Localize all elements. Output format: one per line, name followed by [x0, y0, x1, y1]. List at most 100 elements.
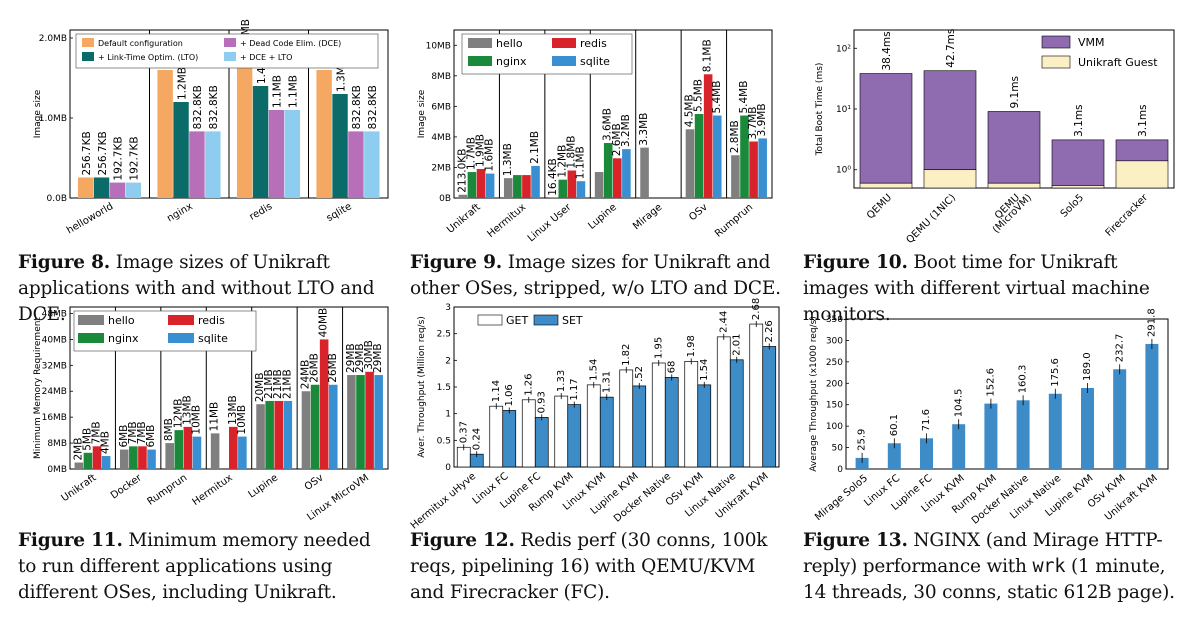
y-axis-label: Aver. Throughput (Million req/s)	[417, 316, 427, 458]
bar	[619, 369, 634, 468]
bar	[301, 391, 311, 469]
bar	[485, 173, 495, 198]
bar	[984, 403, 998, 469]
figure-8-svg: 0.0B 1.0MB 2.0MB Image size 256.7KB 256.7KB 19…	[33, 19, 389, 236]
data-label: 71.6	[921, 409, 932, 431]
data-label: 1.2MB	[556, 145, 568, 178]
data-label: 152.6	[986, 368, 997, 397]
bar	[731, 155, 740, 198]
data-label: 2.8MB	[729, 120, 741, 153]
bar	[859, 182, 913, 189]
y-axis-label: Average Throughput (x1000 req/s)	[809, 316, 819, 472]
legend-box	[73, 310, 257, 352]
y-tick-label: 0	[445, 463, 451, 473]
y-tick-label: 8MB	[47, 439, 67, 449]
data-label: 832.8KB	[367, 85, 379, 129]
data-label: 29MB	[345, 343, 357, 373]
x-tick-label: Solo5	[1059, 192, 1086, 219]
data-label: 104.5	[953, 389, 964, 418]
y-tick-label: 0B	[439, 194, 451, 204]
data-label: 1.31	[601, 371, 612, 393]
bar	[129, 446, 138, 469]
bar	[192, 436, 202, 469]
y-tick-label: 0.5	[437, 436, 451, 446]
data-label: 1.9MB	[475, 134, 487, 167]
y-tick-label: 0MB	[47, 465, 67, 475]
data-label: 832.8KB	[192, 85, 204, 129]
data-label: 8.1MB	[702, 39, 714, 72]
data-label: 1.8MB	[565, 136, 577, 169]
x-tick-label: OSv	[303, 472, 326, 493]
bar	[855, 457, 869, 469]
figure-13-svg: 0 50 100 150 200 250 300 350 Average Throughput …	[809, 308, 1169, 527]
bar	[83, 452, 93, 469]
bar	[923, 169, 977, 189]
bar	[119, 449, 129, 469]
bar	[920, 438, 933, 469]
data-label: 832.8KB	[351, 85, 363, 129]
legend-label: nginx	[108, 332, 139, 345]
data-label: 21MB	[281, 369, 293, 399]
figure-10-caption: Figure 10. Boot time for Unikraft images…	[803, 250, 1183, 328]
data-label: 3.2MB	[620, 114, 632, 147]
bar	[283, 400, 293, 469]
legend-label: redis	[580, 37, 607, 50]
data-label: 16.4KB	[547, 158, 559, 195]
caption-text: Minimum memory needed to run different a…	[18, 530, 371, 603]
x-tick-label: Rumprun	[713, 202, 755, 240]
data-label: 10MB	[190, 405, 202, 435]
bar	[236, 54, 253, 198]
y-tick-label: 1.5	[437, 383, 451, 393]
bar	[205, 131, 221, 198]
bar	[138, 446, 147, 469]
legend-label: nginx	[496, 55, 527, 68]
x-tick-label: Lupine	[586, 202, 619, 232]
data-label: 6MB	[118, 425, 130, 448]
y-tick-label: 0	[837, 465, 843, 475]
data-label: 13MB	[181, 395, 193, 425]
y-axis-label: Image size	[33, 89, 43, 138]
data-label: 2MB	[72, 438, 84, 461]
data-label: 2.01	[731, 334, 742, 356]
data-label: 189.0	[1082, 352, 1093, 381]
legend-label: GET	[506, 314, 528, 327]
data-label: 7MB	[91, 421, 103, 444]
caption-label: Figure 12.	[410, 530, 515, 551]
caption-label: Figure 11.	[18, 530, 123, 551]
legend-swatch	[468, 38, 492, 48]
bar	[729, 359, 744, 468]
legend-swatch	[552, 56, 576, 66]
bar	[1051, 139, 1105, 186]
bar	[613, 158, 622, 198]
y-tick-label: 2.0MB	[39, 34, 67, 44]
bar	[173, 102, 189, 198]
data-label: 26MB	[327, 353, 339, 383]
figure-13-chart: 0 50 100 150 200 250 300 350 Average Throughput …	[802, 305, 1182, 527]
y-tick-label: 40MB	[42, 335, 67, 345]
bar	[93, 177, 110, 198]
bar	[603, 143, 613, 198]
data-label: 3.9MB	[756, 103, 768, 136]
bar	[316, 70, 332, 198]
data-label: 21MB	[272, 369, 284, 399]
data-label: 5.5MB	[693, 79, 705, 112]
figure-9-svg: 0B 2MB 4MB 6MB 8MB 10MB Image size 213.0KB1.7MB…	[417, 29, 773, 244]
bar	[1113, 369, 1127, 469]
data-label: 832.8KB	[208, 85, 220, 129]
bar	[694, 114, 704, 198]
bar	[531, 165, 540, 198]
y-axis-label: Minimum Memory Requirement	[33, 317, 43, 459]
data-label: 1.17	[569, 378, 580, 400]
bar	[92, 446, 102, 469]
data-label: 8MB	[163, 418, 175, 441]
data-label: 29MB	[372, 343, 384, 373]
data-label: 42.7ms	[945, 29, 957, 68]
legend-swatch	[552, 38, 576, 48]
caption-text: Redis perf (30 conns, 100k reqs, pipelin…	[410, 530, 768, 603]
figure-9-chart: 0B 2MB 4MB 6MB 8MB 10MB Image size 213.0KB 1.7MB…	[412, 28, 787, 248]
legend-label: VMM	[1078, 36, 1105, 49]
y-tick-label: 2.5	[437, 330, 451, 340]
figure-12-svg: 0 0.5 1 1.5 2 2.5 3 Aver. Throughput (Million r…	[409, 298, 780, 532]
data-label: 7MB	[136, 421, 148, 444]
data-label: 3.6MB	[602, 108, 614, 141]
